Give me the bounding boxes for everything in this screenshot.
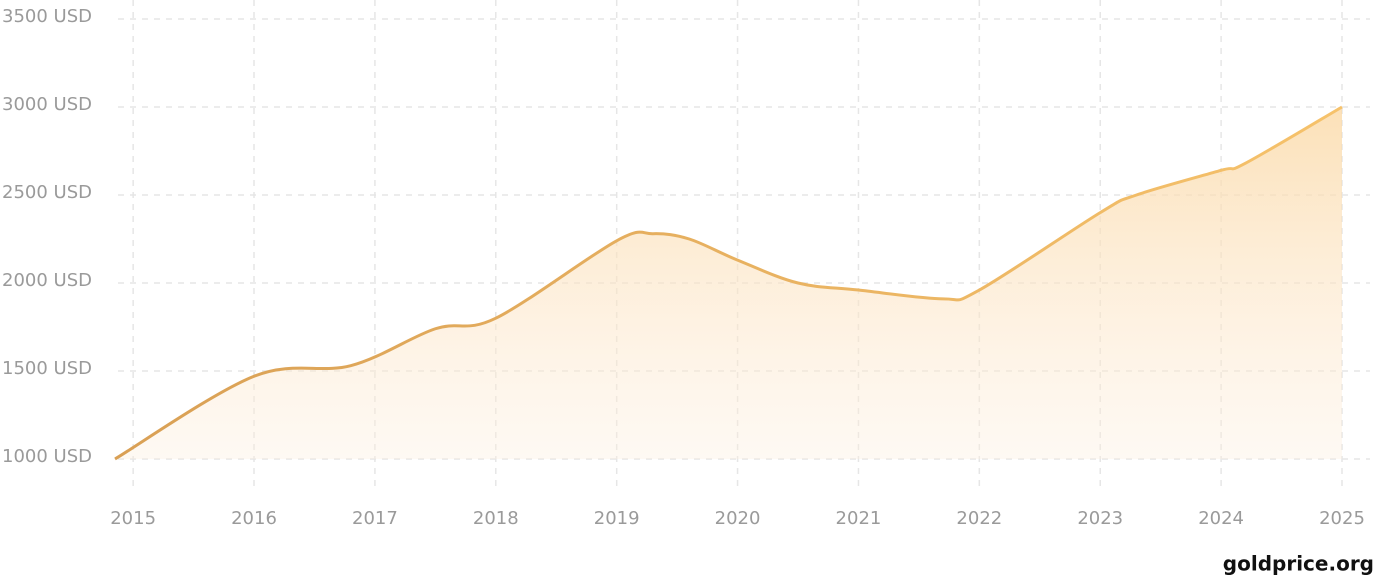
x-tick-label: 2016	[231, 508, 277, 529]
x-tick-label: 2020	[715, 508, 761, 529]
x-tick-label: 2018	[473, 508, 519, 529]
y-tick-label: 3500 USD	[2, 6, 92, 27]
x-tick-label: 2021	[836, 508, 882, 529]
x-tick-label: 2025	[1319, 508, 1365, 529]
source: goldprice.org	[1223, 552, 1374, 576]
y-tick-label: 3000 USD	[2, 94, 92, 115]
x-tick-label: 2019	[594, 508, 640, 529]
y-tick-label: 1000 USD	[2, 446, 92, 467]
x-tick-label: 2022	[956, 508, 1002, 529]
x-tick-label: 2017	[352, 508, 398, 529]
x-tick-label: 2023	[1077, 508, 1123, 529]
y-tick-label: 2500 USD	[2, 182, 92, 203]
x-tick-label: 2024	[1198, 508, 1244, 529]
line	[114, 105, 1343, 461]
y-tick-label: 2000 USD	[2, 270, 92, 291]
x-tick-label: 2015	[110, 508, 156, 529]
y-tick-label: 1500 USD	[2, 358, 92, 379]
area	[115, 107, 1342, 459]
